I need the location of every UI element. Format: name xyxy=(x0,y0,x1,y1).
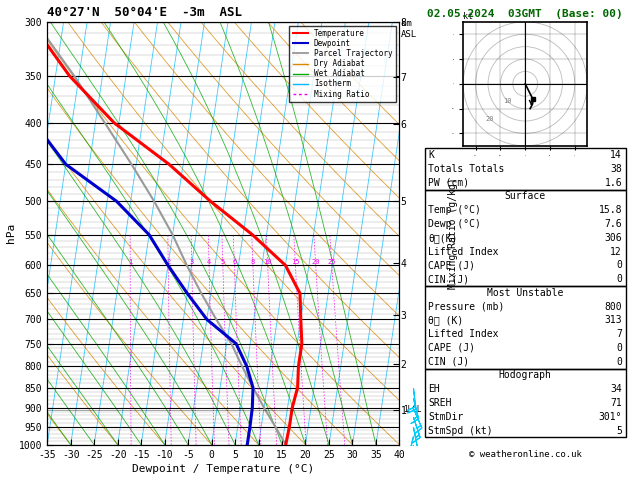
Text: 14: 14 xyxy=(610,150,622,160)
Text: Lifted Index: Lifted Index xyxy=(428,329,499,339)
Text: 71: 71 xyxy=(610,398,622,408)
Text: 1.6: 1.6 xyxy=(604,178,622,188)
Text: Temp (°C): Temp (°C) xyxy=(428,205,481,215)
Text: EH: EH xyxy=(428,384,440,394)
Text: Totals Totals: Totals Totals xyxy=(428,164,504,174)
X-axis label: Dewpoint / Temperature (°C): Dewpoint / Temperature (°C) xyxy=(132,464,314,474)
Text: 313: 313 xyxy=(604,315,622,325)
Text: kt: kt xyxy=(463,12,473,21)
Text: 0: 0 xyxy=(616,260,622,270)
Text: Lifted Index: Lifted Index xyxy=(428,246,499,257)
Text: 5: 5 xyxy=(616,426,622,435)
Text: 301°: 301° xyxy=(599,412,622,422)
Text: CIN (J): CIN (J) xyxy=(428,274,469,284)
Text: 1: 1 xyxy=(128,260,132,265)
Text: 10: 10 xyxy=(503,98,512,104)
Text: 15: 15 xyxy=(291,260,299,265)
Text: 800: 800 xyxy=(604,302,622,312)
Text: θᴄ (K): θᴄ (K) xyxy=(428,315,464,325)
Text: 8: 8 xyxy=(251,260,255,265)
Text: 40°27'N  50°04'E  -3m  ASL: 40°27'N 50°04'E -3m ASL xyxy=(47,6,242,19)
Text: 306: 306 xyxy=(604,233,622,243)
Y-axis label: hPa: hPa xyxy=(6,223,16,243)
Text: 12: 12 xyxy=(610,246,622,257)
Text: 38: 38 xyxy=(610,164,622,174)
Y-axis label: Mixing Ratio (g/kg): Mixing Ratio (g/kg) xyxy=(448,177,459,289)
Text: 5: 5 xyxy=(221,260,225,265)
Text: 15.8: 15.8 xyxy=(599,205,622,215)
Text: 0: 0 xyxy=(616,274,622,284)
Text: 7.6: 7.6 xyxy=(604,219,622,229)
Text: Pressure (mb): Pressure (mb) xyxy=(428,302,504,312)
Text: Most Unstable: Most Unstable xyxy=(487,288,564,298)
Text: 3: 3 xyxy=(189,260,194,265)
Text: CAPE (J): CAPE (J) xyxy=(428,260,476,270)
Text: 1LCL: 1LCL xyxy=(403,405,421,414)
Text: θᴄ(K): θᴄ(K) xyxy=(428,233,458,243)
Text: SREH: SREH xyxy=(428,398,452,408)
Text: 20: 20 xyxy=(311,260,320,265)
Text: 6: 6 xyxy=(232,260,237,265)
Text: 4: 4 xyxy=(207,260,211,265)
Text: 20: 20 xyxy=(486,116,494,122)
Text: km
ASL: km ASL xyxy=(401,19,417,39)
Legend: Temperature, Dewpoint, Parcel Trajectory, Dry Adiabat, Wet Adiabat, Isotherm, Mi: Temperature, Dewpoint, Parcel Trajectory… xyxy=(289,26,396,102)
Text: 7: 7 xyxy=(616,329,622,339)
Text: CAPE (J): CAPE (J) xyxy=(428,343,476,353)
Text: Surface: Surface xyxy=(504,191,546,201)
Text: K: K xyxy=(428,150,434,160)
Text: 25: 25 xyxy=(328,260,336,265)
Text: Hodograph: Hodograph xyxy=(499,370,552,381)
Text: 34: 34 xyxy=(610,384,622,394)
Text: 0: 0 xyxy=(616,357,622,366)
Text: 02.05.2024  03GMT  (Base: 00): 02.05.2024 03GMT (Base: 00) xyxy=(427,9,623,19)
Text: Dewp (°C): Dewp (°C) xyxy=(428,219,481,229)
Text: 2: 2 xyxy=(166,260,170,265)
Text: StmSpd (kt): StmSpd (kt) xyxy=(428,426,493,435)
Text: StmDir: StmDir xyxy=(428,412,464,422)
Text: © weatheronline.co.uk: © weatheronline.co.uk xyxy=(469,450,582,459)
Text: 0: 0 xyxy=(616,343,622,353)
Text: 10: 10 xyxy=(264,260,272,265)
Text: PW (cm): PW (cm) xyxy=(428,178,469,188)
Text: CIN (J): CIN (J) xyxy=(428,357,469,366)
